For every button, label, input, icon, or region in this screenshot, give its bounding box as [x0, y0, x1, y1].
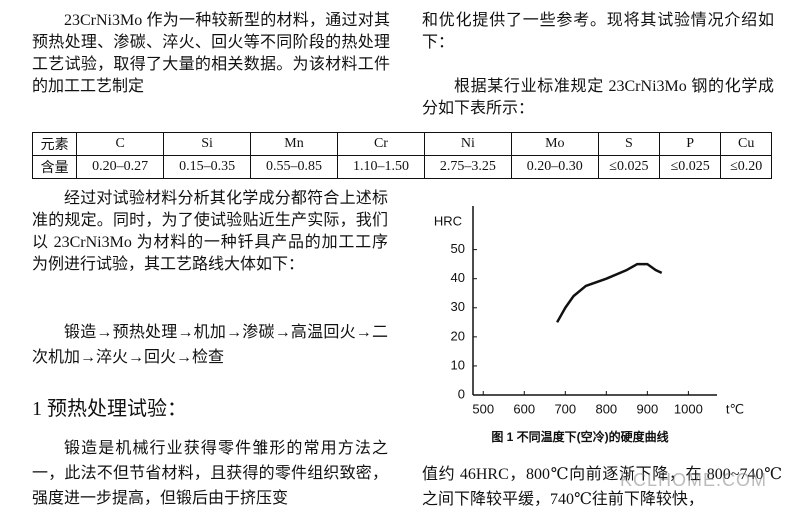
y-tick-label: 50	[451, 241, 465, 256]
x-tick-label: 800	[595, 401, 617, 416]
table-cell: S	[597, 132, 661, 156]
figure-caption: 图 1 不同温度下(空冷)的硬度曲线	[491, 429, 668, 444]
table-cell: Si	[163, 132, 252, 156]
x-tick-label: 700	[554, 401, 576, 416]
table-cell: Mn	[250, 132, 338, 156]
section-heading: 1 预热处理试验：	[32, 398, 187, 420]
watermark: KCLHOME.COM	[620, 470, 768, 490]
table-cell: Cr	[336, 132, 425, 156]
hardness-curve	[556, 262, 663, 323]
table-cell: 含量	[31, 155, 78, 179]
table-row: 元素 C Si Mn Cr Ni Mo S P Cu	[31, 132, 772, 156]
y-tick-label: 10	[451, 357, 465, 372]
table-cell: 2.75–3.25	[423, 155, 512, 179]
table-cell: 1.10–1.50	[336, 155, 425, 179]
table-cell: 0.15–0.35	[163, 155, 252, 179]
table-cell: 0.20–0.30	[510, 155, 599, 179]
y-tick-label: 30	[451, 299, 465, 314]
table-cell: 0.20–0.27	[76, 155, 165, 179]
table-cell: P	[659, 132, 722, 156]
composition-table: 元素 C Si Mn Cr Ni Mo S P Cu 含量 0.20–0.27 0.15–0.35 0.5…	[31, 132, 772, 179]
paragraph: 和优化提供了一些参考。现将其试验情况介绍如下：	[422, 12, 774, 51]
y-tick-label: 0	[458, 386, 465, 401]
paragraph: 经过对试验材料分析其化学成分都符合上述标准的规定。同时，为了使试验贴近生产实际，…	[32, 190, 388, 273]
table-row: 含量 0.20–0.27 0.15–0.35 0.55–0.85 1.10–1.50 2.…	[31, 155, 772, 179]
table-cell: 元素	[31, 132, 78, 156]
y-tick-label: 40	[451, 270, 465, 285]
paragraph: 锻造是机械行业获得零件雏形的常用方法之一，此法不但节省材料，且获得的零件组织致密…	[32, 440, 388, 506]
paragraph: 锻造→预热处理→机加→渗碳→高温回火→二次机加→淬火→回火→检查	[32, 324, 388, 366]
table-cell: ≤0.025	[659, 155, 722, 179]
x-tick-label: 1000	[674, 401, 703, 416]
hardness-chart: HRC t℃ 图 1 不同温度下(空冷)的硬度曲线 0 10 20 30 40 50 500…	[434, 206, 744, 444]
x-tick-label: 600	[513, 401, 535, 416]
table-cell: 0.55–0.85	[250, 155, 338, 179]
y-axis-label: HRC	[434, 213, 462, 228]
table-cell: Mo	[510, 132, 599, 156]
paragraph: 根据某行业标准规定 23CrNi3Mo 钢的化学成分如下表所示：	[422, 78, 774, 117]
table-cell: Cu	[720, 132, 772, 156]
x-tick-label: 900	[637, 401, 659, 416]
y-tick-label: 20	[451, 328, 465, 343]
table-cell: Ni	[423, 132, 512, 156]
table-cell: ≤0.20	[720, 155, 772, 179]
x-tick-label: 500	[472, 401, 494, 416]
paragraph: 值约 46HRC，800℃向前逐渐下降，在 800~740℃之间下降较平缓，74…	[422, 466, 782, 506]
table-cell: ≤0.025	[597, 155, 661, 179]
table-cell: C	[76, 132, 165, 156]
paragraph: 23CrNi3Mo 作为一种较新型的材料，通过对其预热处理、渗碳、淬火、回火等不…	[32, 12, 390, 95]
x-axis-label: t℃	[726, 401, 744, 416]
